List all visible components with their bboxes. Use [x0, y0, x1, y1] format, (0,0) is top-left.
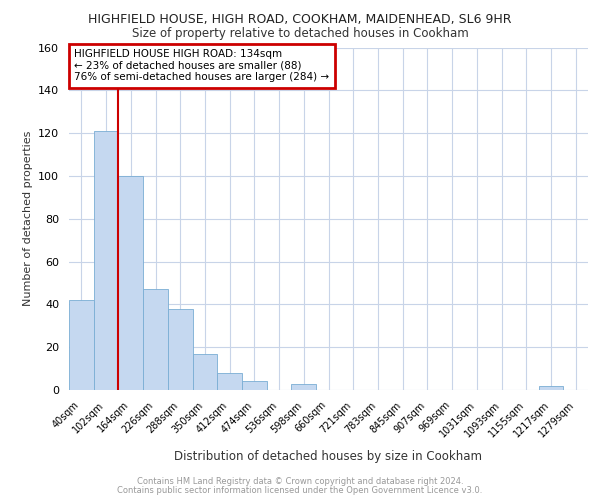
Bar [143, 290, 168, 390]
Text: HIGHFIELD HOUSE, HIGH ROAD, COOKHAM, MAIDENHEAD, SL6 9HR: HIGHFIELD HOUSE, HIGH ROAD, COOKHAM, MAI… [88, 12, 512, 26]
Bar [168, 308, 193, 390]
Text: Size of property relative to detached houses in Cookham: Size of property relative to detached ho… [131, 28, 469, 40]
Bar [242, 382, 267, 390]
X-axis label: Distribution of detached houses by size in Cookham: Distribution of detached houses by size … [175, 450, 482, 463]
Bar [69, 300, 94, 390]
Text: Contains HM Land Registry data © Crown copyright and database right 2024.: Contains HM Land Registry data © Crown c… [137, 477, 463, 486]
Text: Contains public sector information licensed under the Open Government Licence v3: Contains public sector information licen… [118, 486, 482, 495]
Text: HIGHFIELD HOUSE HIGH ROAD: 134sqm
← 23% of detached houses are smaller (88)
76% : HIGHFIELD HOUSE HIGH ROAD: 134sqm ← 23% … [74, 49, 329, 82]
Bar [539, 386, 563, 390]
Bar [193, 354, 217, 390]
Bar [292, 384, 316, 390]
Bar [118, 176, 143, 390]
Bar [217, 373, 242, 390]
Y-axis label: Number of detached properties: Number of detached properties [23, 131, 32, 306]
Bar [94, 131, 118, 390]
